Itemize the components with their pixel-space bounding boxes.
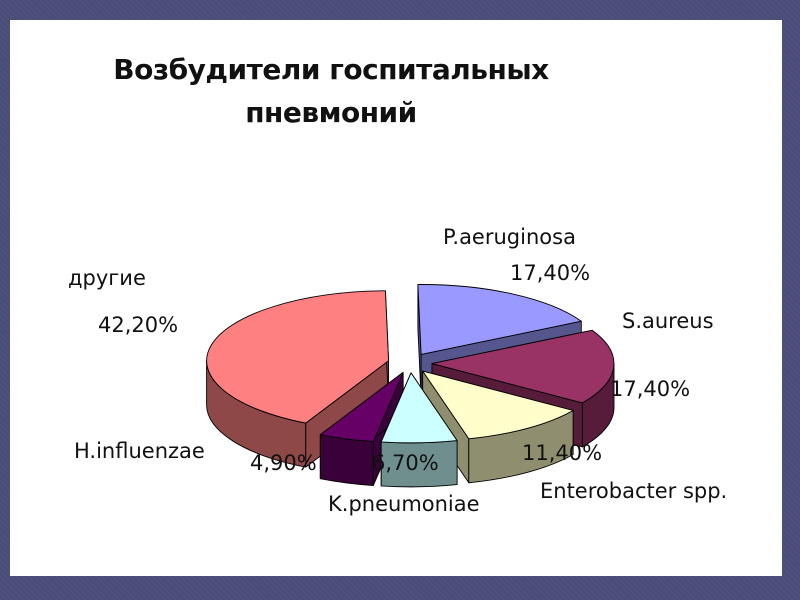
slice-name-enterobacter: Enterobacter spp. (540, 479, 728, 503)
slide: Возбудители госпитальных пневмоний P.aer… (10, 20, 782, 576)
pie-slice-enterobacter (422, 370, 574, 484)
chart-title-line-2: пневмоний (245, 96, 417, 129)
pie-slice-top-k-pneumoniae (380, 372, 458, 444)
slice-value-s-aureus: 17,40% (610, 377, 691, 401)
pie-chart (206, 284, 615, 488)
pie-slice-k-pneumoniae (380, 372, 458, 488)
slice-name-s-aureus: S.aureus (622, 309, 714, 333)
slice-value-k-pneumoniae: 6,70% (372, 451, 439, 475)
pie-slice-top-enterobacter (422, 370, 574, 440)
slice-value-h-influenzae: 4,90% (250, 451, 317, 475)
slice-name-k-pneumoniae: K.pneumoniae (328, 492, 480, 516)
pie-slice-top-p-aeruginosa (417, 284, 582, 355)
pie-slice-top-h-influenzae (319, 371, 404, 442)
chart-title: Возбудители госпитальных пневмоний (10, 48, 652, 134)
pie-slice-top-s-aureus (431, 329, 615, 404)
slice-value-p-aeruginosa: 17,40% (510, 261, 591, 285)
slice-value-other: 42,20% (98, 313, 179, 337)
chart-title-line-1: Возбудители госпитальных (113, 53, 549, 86)
slice-name-other: другие (68, 266, 146, 290)
pie-slice-top-other (206, 290, 390, 424)
slice-name-h-influenzae: H.influenzae (74, 439, 205, 463)
slice-value-enterobacter: 11,40% (522, 441, 603, 465)
pie-slice-side-h-influenzae-0 (319, 434, 374, 486)
slice-name-p-aeruginosa: P.aeruginosa (443, 225, 576, 249)
